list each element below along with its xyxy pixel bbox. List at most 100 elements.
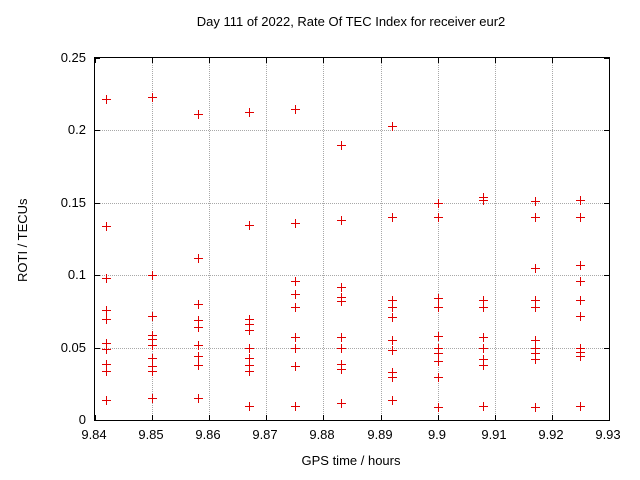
data-point-marker [576, 312, 585, 321]
grid-line-vertical [495, 58, 496, 420]
data-point-marker [337, 333, 346, 342]
data-point-marker [434, 199, 443, 208]
data-point-marker [148, 93, 157, 102]
data-point-marker [245, 108, 254, 117]
x-tick-mark [266, 415, 267, 420]
data-point-marker [148, 335, 157, 344]
data-point-marker [576, 261, 585, 270]
data-point-marker [245, 315, 254, 324]
x-tick-mark-top [152, 58, 153, 63]
data-point-marker [102, 95, 111, 104]
x-tick-mark [438, 415, 439, 420]
data-point-marker [388, 303, 397, 312]
data-point-marker [479, 402, 488, 411]
data-point-marker [388, 396, 397, 405]
x-tick-label: 9.89 [367, 427, 393, 442]
data-point-marker [337, 283, 346, 292]
x-tick-mark [495, 415, 496, 420]
data-point-marker [337, 399, 346, 408]
data-point-marker [337, 365, 346, 374]
data-point-marker [291, 362, 300, 371]
data-point-marker [434, 294, 443, 303]
y-tick-label: 0 [78, 412, 86, 427]
grid-line-vertical [323, 58, 324, 420]
data-point-marker [576, 296, 585, 305]
x-tick-mark-top [266, 58, 267, 63]
data-point-marker [337, 297, 346, 306]
data-point-marker [148, 367, 157, 376]
data-point-marker [576, 196, 585, 205]
x-tick-mark-top [209, 58, 210, 63]
data-point-marker [337, 216, 346, 225]
y-tick-label: 0.05 [60, 340, 86, 355]
data-point-marker [576, 352, 585, 361]
x-tick-label: 9.86 [195, 427, 221, 442]
data-point-marker [148, 354, 157, 363]
y-tick-mark [95, 58, 100, 59]
x-tick-mark-top [609, 58, 610, 63]
data-point-marker [479, 361, 488, 370]
data-point-marker [194, 394, 203, 403]
data-point-marker [388, 346, 397, 355]
x-axis-label: GPS time / hours [301, 453, 401, 468]
data-point-marker [434, 303, 443, 312]
data-point-marker [479, 344, 488, 353]
y-tick-mark-right [604, 130, 609, 131]
data-point-marker [291, 344, 300, 353]
data-point-marker [245, 326, 254, 335]
y-tick-mark [95, 130, 100, 131]
data-point-marker [291, 277, 300, 286]
data-point-marker [102, 396, 111, 405]
data-point-marker [194, 110, 203, 119]
data-point-marker [102, 306, 111, 315]
grid-line-vertical [209, 58, 210, 420]
data-point-marker [531, 213, 540, 222]
x-tick-mark [609, 415, 610, 420]
data-point-marker [194, 323, 203, 332]
data-point-marker [576, 277, 585, 286]
data-point-marker [245, 221, 254, 230]
chart-title: Day 111 of 2022, Rate Of TEC Index for r… [196, 14, 506, 29]
data-point-marker [194, 352, 203, 361]
y-tick-mark-right [604, 203, 609, 204]
y-tick-mark-right [604, 275, 609, 276]
y-tick-label: 0.25 [60, 50, 86, 65]
data-point-marker [291, 105, 300, 114]
data-point-marker [388, 213, 397, 222]
data-point-marker [102, 360, 111, 369]
x-tick-label: 9.92 [538, 427, 564, 442]
y-tick-mark [95, 275, 100, 276]
y-tick-mark-right [604, 420, 609, 421]
data-point-marker [291, 290, 300, 299]
y-tick-label: 0.1 [67, 267, 86, 282]
data-point-marker [479, 333, 488, 342]
y-tick-label: 0.2 [67, 122, 86, 137]
data-point-marker [245, 354, 254, 363]
data-point-marker [434, 349, 443, 358]
data-point-marker [291, 303, 300, 312]
x-tick-mark-top [381, 58, 382, 63]
data-point-marker [102, 339, 111, 348]
data-point-marker [148, 312, 157, 321]
data-point-marker [148, 271, 157, 280]
x-tick-mark-top [495, 58, 496, 63]
x-tick-label: 9.93 [595, 427, 621, 442]
data-point-marker [388, 296, 397, 305]
x-tick-mark [209, 415, 210, 420]
data-point-marker [291, 219, 300, 228]
x-tick-label: 9.91 [481, 427, 507, 442]
data-point-marker [148, 394, 157, 403]
data-point-marker [291, 333, 300, 342]
data-point-marker [531, 296, 540, 305]
data-point-marker [434, 357, 443, 366]
y-tick-label: 0.15 [60, 195, 86, 210]
x-tick-mark [323, 415, 324, 420]
data-point-marker [102, 274, 111, 283]
data-point-marker [576, 402, 585, 411]
data-point-marker [434, 373, 443, 382]
data-point-marker [388, 313, 397, 322]
data-point-marker [337, 344, 346, 353]
data-point-marker [102, 315, 111, 324]
x-tick-label: 9.9 [427, 427, 447, 442]
x-tick-mark [95, 415, 96, 420]
